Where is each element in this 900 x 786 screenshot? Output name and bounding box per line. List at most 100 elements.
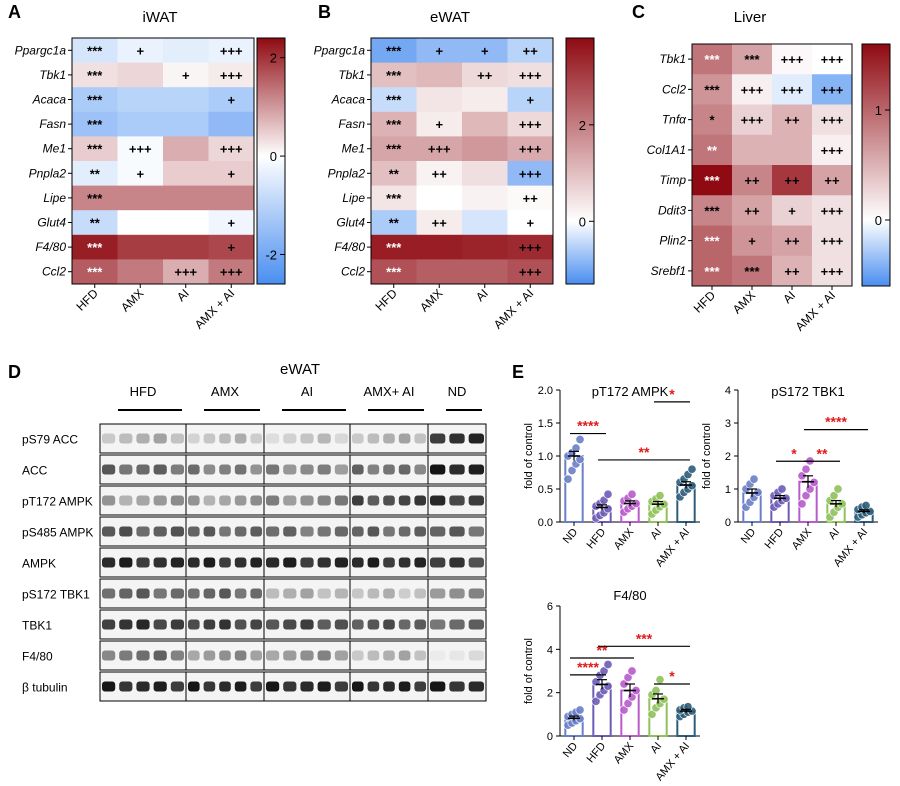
significance-annotation: +++ [220,265,243,280]
blot-band [283,619,297,630]
blot-band [234,433,247,444]
blot-band [300,526,314,537]
significance-annotation: *** [386,43,402,58]
x-tick-label: AMX [612,740,637,766]
significance-annotation: + [227,216,235,231]
bar-chart-title: pS172 TBK1 [771,384,844,399]
blot-band [317,650,331,661]
row-label: Ccl2 [42,265,66,279]
significance-annotation: + [136,43,144,58]
blot-band [352,588,364,599]
blot-band [398,526,411,537]
heatmap-cell [72,185,118,211]
heatmap-cell [371,210,417,236]
heatmap-cell [812,255,853,287]
heatmap-cell [117,234,164,260]
significance-annotation: +++ [174,265,197,280]
colorbar-tick-label: 2 [270,51,277,66]
blot-band [119,526,133,537]
blot-band [383,681,395,692]
heatmap-cell [507,210,554,236]
colorbar [861,43,891,287]
data-point [563,474,573,484]
y-tick-label: 0 [725,517,731,529]
blot-band [219,619,231,630]
blot-band [383,619,395,630]
heatmap-cell [732,134,773,166]
significance-annotation: +++ [129,142,152,157]
heatmap-cell [692,44,733,75]
heatmap-cell [72,210,118,236]
blot-band [468,495,484,506]
blot-band [468,557,484,568]
significance-annotation: ** [389,166,400,181]
blot-band [468,433,484,444]
significance-annotation: *** [87,142,103,157]
significance-annotation: *** [744,52,760,67]
blot-band [430,433,446,444]
column-label: AMX + AI [793,288,839,334]
y-tick-label: 0.5 [538,484,553,496]
blot-band [367,588,380,599]
y-axis-label: fold of control [523,638,535,704]
blot-band [102,464,116,475]
blot-band [250,526,262,537]
blot-band [283,650,297,661]
significance-annotation: + [182,68,190,83]
heatmap-cell [117,185,164,211]
significance-annotation: +++ [781,82,804,97]
colorbar-tick-label: 2 [579,118,586,133]
data-point [575,454,585,464]
blot-band [334,464,348,475]
heatmap-cell [117,38,164,64]
heatmap-cell [732,225,773,257]
blot-band [153,495,167,506]
blot-band [430,681,446,692]
significance-annotation: ++ [432,166,448,181]
blot-band [414,650,426,661]
colorbar-tick-label: 0 [579,214,586,229]
significance-annotation: ++ [432,216,448,231]
heatmap-cell [72,234,118,260]
blot-band [170,681,184,692]
blot-band [250,464,262,475]
heatmap-cell [812,225,853,257]
blot-band [250,495,262,506]
blot-band [283,681,297,692]
blot-band [414,495,426,506]
data-point [623,698,633,709]
x-tick-label: ND [561,526,580,546]
significance-annotation: +++ [821,52,844,67]
blot-band [398,650,411,661]
data-point [603,489,613,499]
significance-annotation: +++ [741,113,764,128]
blot-band [136,526,150,537]
blot-band [317,557,331,568]
blot-group-label: ND [448,384,467,399]
row-label: Ddit3 [658,203,686,217]
blot-band [234,650,247,661]
blot-band [170,495,184,506]
blot-band [266,464,280,475]
significance-annotation: *** [87,191,103,206]
blot-band [468,619,484,630]
significance-label: * [669,386,675,402]
blot-band [136,464,150,475]
column-label: AMX [118,286,146,314]
blot-band [334,619,348,630]
significance-annotation: *** [386,265,402,280]
significance-annotation: *** [87,117,103,132]
blot-band [188,681,200,692]
significance-annotation: +++ [821,82,844,97]
blot-band [352,650,364,661]
blot-band [334,588,348,599]
blot-band [119,588,133,599]
blot-band [102,619,116,630]
blot-band [317,619,331,630]
heatmap-cell [371,161,417,187]
row-label: Glut4 [336,216,365,230]
panel-letter-c: C [632,2,645,22]
significance-annotation: * [709,113,715,128]
panel-title-c: Liver [734,9,767,26]
blot-band [136,588,150,599]
